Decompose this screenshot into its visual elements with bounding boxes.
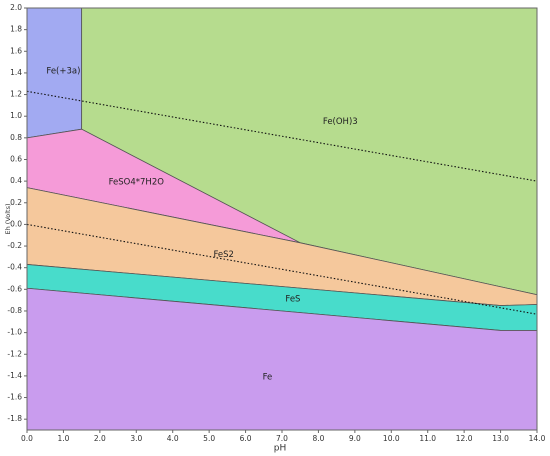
x-tick-label: 4.0 (167, 434, 179, 443)
y-tick-label: -1.6 (7, 393, 22, 402)
x-tick-label: 6.0 (240, 434, 252, 443)
y-tick-label: 1.2 (10, 90, 22, 99)
y-tick-label: -1.0 (7, 328, 22, 337)
region-label: FeS (285, 295, 300, 305)
y-tick-label: -0.2 (7, 241, 22, 250)
y-axis-label: Eh (Volts) (4, 203, 12, 234)
x-tick-label: 8.0 (312, 434, 324, 443)
water-line (26, 223, 538, 315)
y-tick-label: 0.0 (10, 219, 22, 228)
x-tick-label: 13.0 (492, 434, 509, 443)
y-tick-label: 0.4 (10, 176, 22, 185)
y-tick-label: 0.6 (10, 154, 22, 163)
region-label: Fe (263, 372, 273, 382)
y-tick-label: 0.8 (10, 133, 22, 142)
water-line (26, 90, 538, 182)
region-label: FeS2 (213, 250, 233, 260)
x-axis-label: pH (274, 444, 286, 454)
x-tick-label: 9.0 (349, 434, 361, 443)
y-tick-label: -1.2 (7, 349, 22, 358)
y-tick-label: -0.8 (7, 306, 22, 315)
region-label: Fe(+3a) (46, 66, 80, 76)
y-tick-label: 0.2 (10, 198, 22, 207)
y-tick-label: 1.4 (10, 68, 22, 77)
region-label: FeSO4*7H2O (109, 178, 165, 188)
y-tick-label: 2.0 (10, 3, 22, 12)
x-tick-label: 0.0 (21, 434, 33, 443)
x-tick-label: 12.0 (456, 434, 473, 443)
x-tick-label: 5.0 (203, 434, 215, 443)
y-tick-label: -1.8 (7, 414, 22, 423)
x-tick-label: 10.0 (383, 434, 400, 443)
y-tick-label: 1.8 (10, 25, 22, 34)
region-label: Fe(OH)3 (323, 117, 358, 127)
x-tick-label: 11.0 (419, 434, 436, 443)
x-tick-label: 7.0 (276, 434, 288, 443)
y-tick-label: -1.4 (7, 371, 22, 380)
y-tick-label: 1.6 (10, 46, 22, 55)
y-tick-label: -0.4 (7, 263, 22, 272)
x-tick-label: 2.0 (94, 434, 106, 443)
y-tick-label: 1.0 (10, 111, 22, 120)
y-tick-label: -0.6 (7, 284, 22, 293)
x-tick-label: 14.0 (529, 434, 546, 443)
x-tick-label: 1.0 (57, 434, 69, 443)
x-tick-label: 3.0 (130, 434, 142, 443)
